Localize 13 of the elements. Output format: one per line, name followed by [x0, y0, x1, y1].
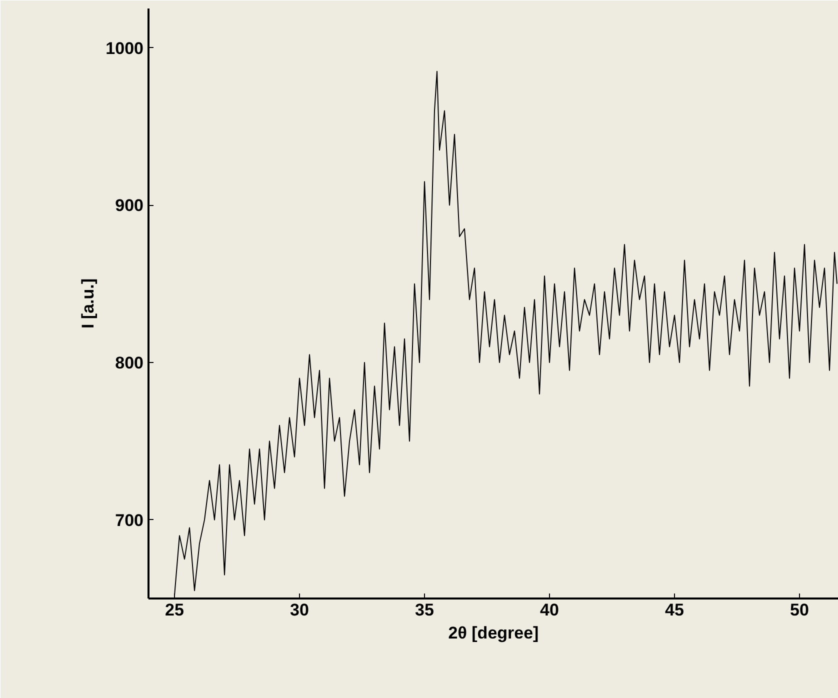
y-tick-label: 700 — [115, 510, 144, 530]
y-axis-title: I [a.u.] — [78, 278, 98, 329]
x-tick-label: 45 — [665, 600, 684, 620]
y-tick-label: 1000 — [106, 38, 144, 58]
x-tick-label: 50 — [790, 600, 809, 620]
x-tick-label: 35 — [415, 600, 434, 620]
x-tick-label: 25 — [165, 600, 184, 620]
y-tick-label: 800 — [115, 354, 144, 372]
y-tick-label: 900 — [115, 196, 144, 216]
x-tick-label: 30 — [290, 600, 309, 620]
x-axis-title: 2θ [degree] — [448, 624, 539, 642]
x-tick-label: 40 — [540, 600, 559, 620]
line-series — [174, 70, 838, 596]
